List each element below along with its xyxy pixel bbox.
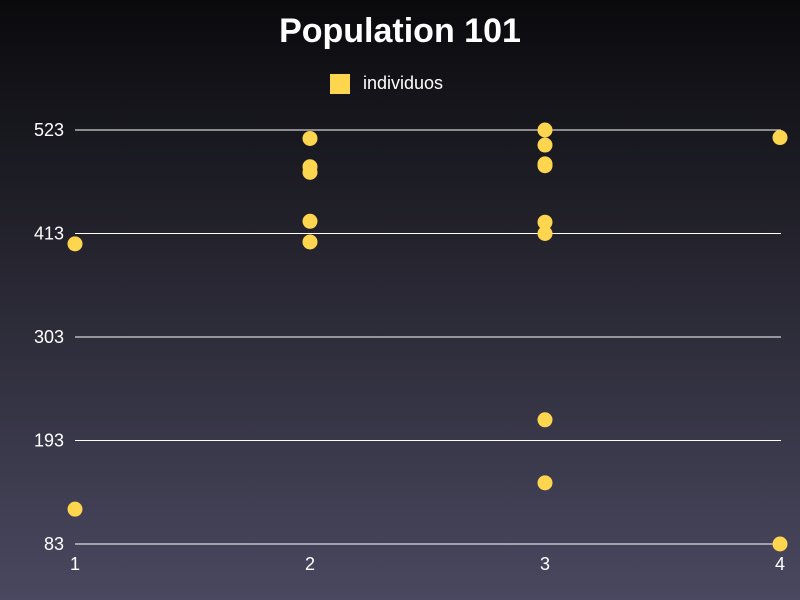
data-point [772, 536, 788, 552]
data-point [67, 501, 83, 517]
data-point [772, 130, 788, 146]
y-tick-label: 523 [34, 120, 64, 140]
x-tick-label: 3 [540, 554, 550, 574]
data-point [537, 122, 553, 138]
data-points [67, 122, 788, 552]
y-tick-label: 413 [34, 224, 64, 244]
data-point [537, 158, 553, 174]
data-point [537, 475, 553, 491]
x-axis-ticks: 1 2 3 4 [70, 554, 785, 574]
data-point [537, 226, 553, 241]
data-point [302, 130, 318, 146]
legend-label: individuos [363, 73, 444, 93]
data-point [537, 137, 553, 153]
y-axis-ticks: 83 193 303 413 523 [34, 120, 64, 554]
legend-swatch [330, 73, 350, 94]
x-tick-label: 2 [305, 554, 315, 574]
x-tick-label: 4 [775, 554, 785, 574]
y-tick-label: 83 [44, 534, 64, 554]
chart-title: Population 101 [279, 12, 521, 50]
y-tick-label: 193 [34, 431, 64, 451]
grid-lines [75, 129, 781, 545]
legend: individuos [330, 73, 443, 94]
data-point [302, 213, 318, 229]
data-point [302, 234, 318, 250]
y-tick-label: 303 [34, 327, 64, 347]
data-point [67, 236, 83, 252]
data-point [537, 412, 553, 428]
x-tick-label: 1 [70, 554, 80, 574]
data-point [302, 164, 318, 180]
data-point [537, 214, 553, 230]
